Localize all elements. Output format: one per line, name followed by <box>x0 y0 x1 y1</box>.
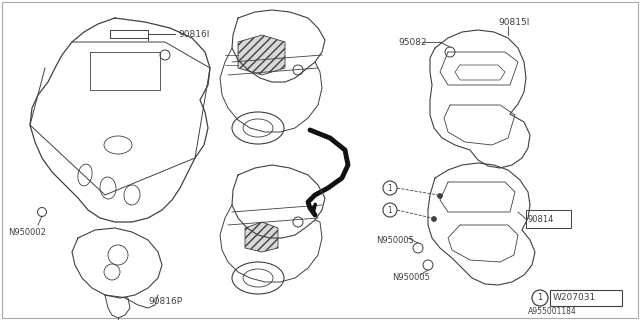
Text: 1: 1 <box>538 293 543 302</box>
Text: W207031: W207031 <box>553 293 596 302</box>
Text: 95082: 95082 <box>398 37 427 46</box>
Text: N950002: N950002 <box>8 228 46 236</box>
Bar <box>526 210 571 228</box>
Text: N950005: N950005 <box>376 236 414 244</box>
Text: 90816P: 90816P <box>148 298 182 307</box>
Polygon shape <box>245 222 278 252</box>
Circle shape <box>431 217 436 221</box>
Circle shape <box>438 194 442 198</box>
Text: N950005: N950005 <box>392 274 430 283</box>
Text: 1: 1 <box>388 183 392 193</box>
Polygon shape <box>238 35 285 75</box>
Text: 90816I: 90816I <box>178 29 209 38</box>
Bar <box>550 290 622 306</box>
Text: 90814: 90814 <box>528 214 554 223</box>
Text: 90815I: 90815I <box>498 18 529 27</box>
Text: 1: 1 <box>388 205 392 214</box>
Text: A955001184: A955001184 <box>528 308 577 316</box>
